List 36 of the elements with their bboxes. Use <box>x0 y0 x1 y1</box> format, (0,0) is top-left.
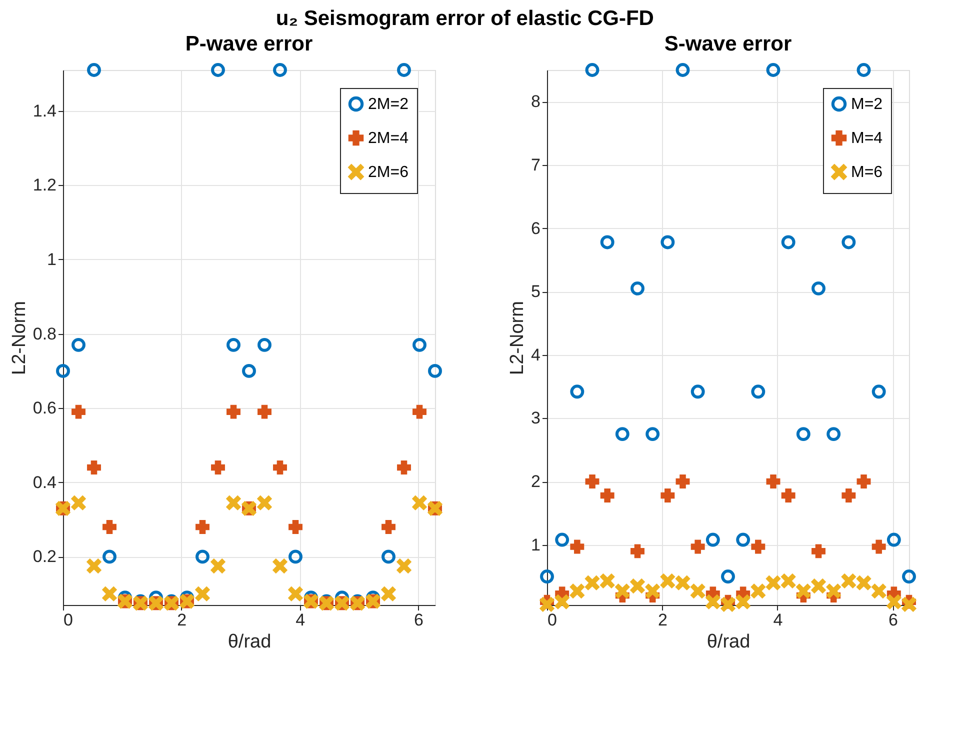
chart-title: S-wave error <box>664 32 792 56</box>
y-tick-label: 7 <box>531 155 540 174</box>
y-tick-label: 1 <box>47 250 56 269</box>
chart-title: P-wave error <box>185 32 313 56</box>
y-axis-title: L2-Norm <box>507 301 528 375</box>
x-tick-label: 0 <box>548 610 557 630</box>
x-axis-title: θ/rad <box>228 632 272 652</box>
legend-label: 2M=2 <box>368 96 409 113</box>
legend-label: M=2 <box>851 96 883 113</box>
y-tick-label: 5 <box>531 282 540 302</box>
x-tick-label: 2 <box>658 610 668 630</box>
y-tick-label: 0.8 <box>32 324 56 344</box>
x-tick-label: 4 <box>296 610 306 630</box>
y-tick-label: 1.4 <box>32 101 56 120</box>
x-axis-title: θ/rad <box>706 632 750 652</box>
legend-label: 2M=4 <box>368 130 409 147</box>
y-tick-label: 1.2 <box>32 176 56 195</box>
y-tick-label: 8 <box>531 92 540 112</box>
legend-label: 2M=6 <box>368 164 409 181</box>
x-tick-label: 0 <box>64 610 73 630</box>
y-axis-title: L2-Norm <box>8 301 30 375</box>
text: u₂ Seismogram error of elastic CG-FD <box>276 7 654 30</box>
y-tick-label: 0.4 <box>32 472 56 492</box>
x-tick-label: 2 <box>177 610 187 630</box>
legend-label: M=4 <box>851 130 883 147</box>
y-tick-label: 2 <box>531 472 540 492</box>
x-tick-label: 4 <box>773 610 783 630</box>
y-tick-label: 1 <box>531 535 540 554</box>
legend-label: M=6 <box>851 164 883 181</box>
y-tick-label: 6 <box>531 218 540 238</box>
x-tick-label: 6 <box>414 610 424 630</box>
y-tick-label: 3 <box>531 408 540 428</box>
y-tick-label: 0.2 <box>32 547 56 566</box>
y-tick-label: 4 <box>531 345 540 364</box>
y-tick-label: 0.6 <box>32 398 56 418</box>
x-tick-label: 6 <box>888 610 898 630</box>
